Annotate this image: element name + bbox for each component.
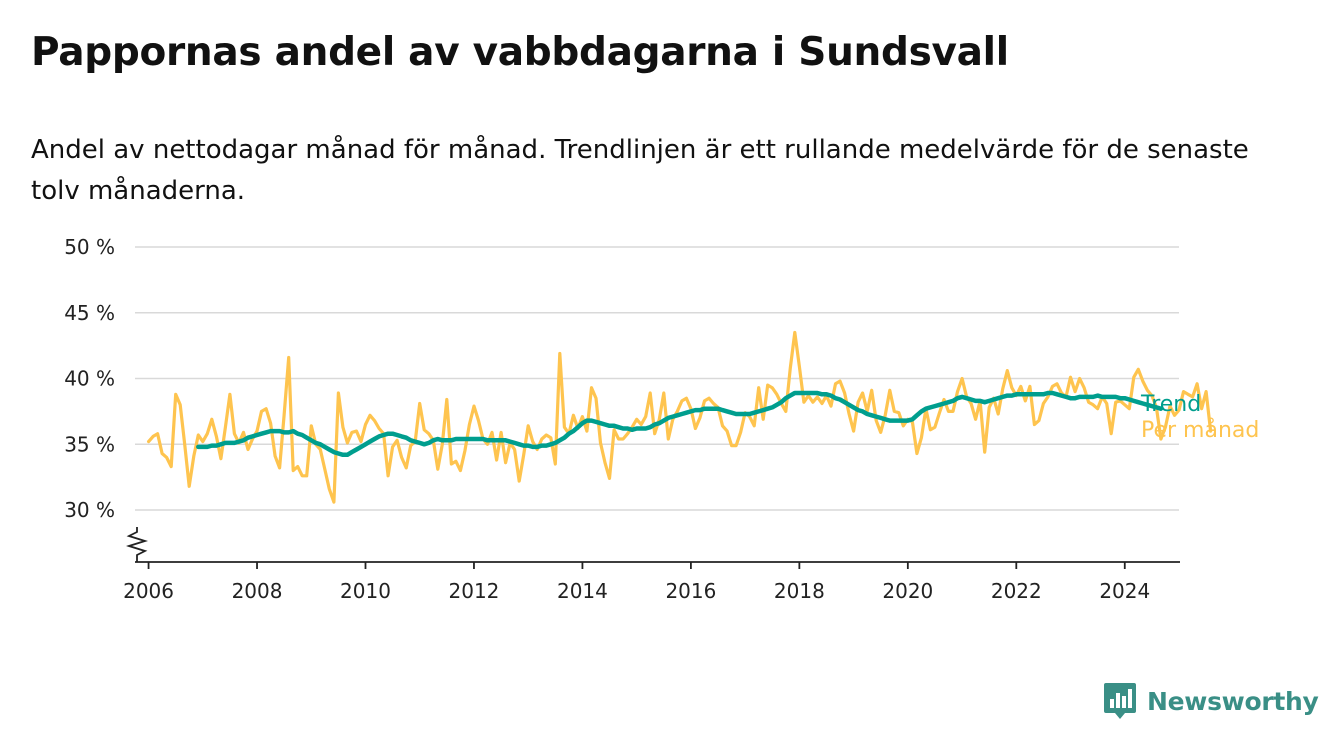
brand: Newsworthy (1103, 681, 1319, 721)
newsworthy-logo-icon (1104, 683, 1136, 719)
x-tick-label: 2020 (882, 579, 933, 603)
x-tick-label: 2008 (232, 579, 283, 603)
y-tick-label: 50 % (64, 235, 115, 259)
monthly-series-label: Per månad (1141, 417, 1259, 443)
chart-subtitle: Andel av nettodagar månad för månad. Tre… (31, 135, 1249, 206)
y-axis: 30 % 35 % 40 % 45 % 50 % (64, 235, 115, 522)
x-tick-label: 2012 (449, 579, 500, 603)
chart-title: Pappornas andel av vabbdagarna i Sundsva… (31, 30, 1009, 75)
x-tick-label: 2014 (557, 579, 608, 603)
x-tick-label: 2024 (1099, 579, 1150, 603)
line-chart: 30 % 35 % 40 % 45 % 50 % 2006 2008 2010 2012 201… (64, 235, 1259, 603)
monthly-series-line (147, 330, 1213, 504)
x-tick-label: 2016 (665, 579, 716, 603)
x-tick-label: 2022 (991, 579, 1042, 603)
trend-series-label: Trend (1140, 392, 1201, 417)
y-tick-label: 35 % (64, 432, 115, 456)
axis-break-zigzag (125, 527, 149, 562)
trend-series-points (198, 392, 1161, 455)
y-tick-label: 40 % (64, 367, 115, 391)
trend-series-line (196, 390, 1164, 458)
series-lines (147, 330, 1213, 504)
y-tick-label: 45 % (64, 301, 115, 325)
x-tick-label: 2006 (123, 579, 174, 603)
x-axis: 2006 2008 2010 2012 2014 2016 2018 2020 2022 2024 (123, 561, 1180, 603)
y-tick-label: 30 % (64, 498, 115, 522)
x-tick-label: 2010 (340, 579, 391, 603)
brand-name: Newsworthy (1147, 686, 1319, 716)
x-tick-label: 2018 (774, 579, 825, 603)
y-axis-break (125, 527, 149, 562)
